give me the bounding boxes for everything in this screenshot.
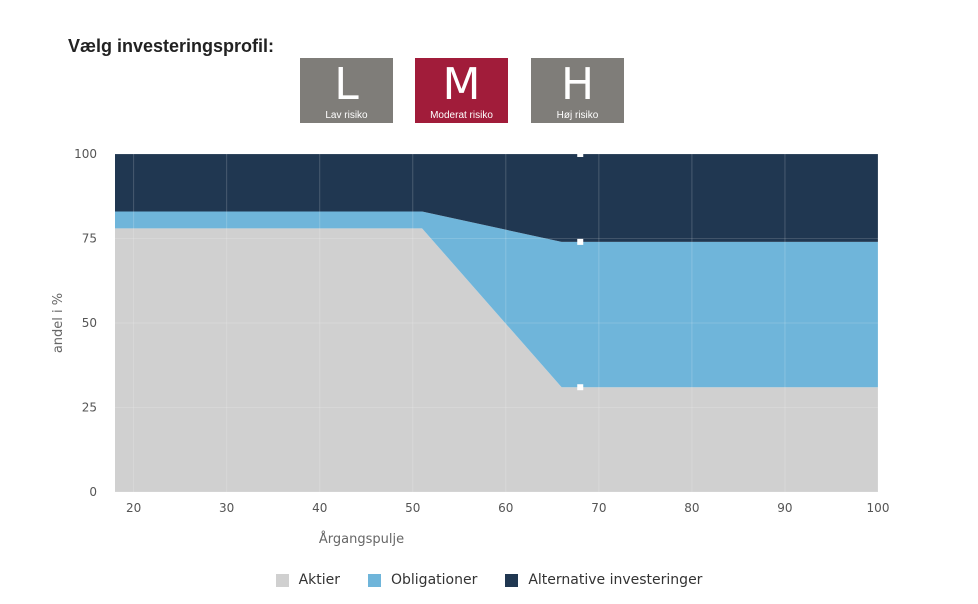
y-tick-label: 0: [89, 485, 97, 499]
profile-label: Moderat risiko: [430, 110, 493, 121]
x-tick-label: 40: [312, 501, 327, 515]
chart-legend: Aktier Obligationer Alternative invester…: [0, 572, 978, 588]
y-tick-label: 50: [82, 316, 97, 330]
legend-item-alternative[interactable]: Alternative investeringer: [505, 572, 702, 588]
legend-swatch: [368, 573, 381, 587]
area-series-2[interactable]: [115, 154, 878, 242]
legend-swatch: [505, 573, 519, 587]
profile-button-moderate[interactable]: M Moderat risiko: [415, 58, 508, 123]
profile-label: Lav risiko: [325, 110, 368, 121]
legend-item-obligationer[interactable]: Obligationer: [368, 572, 477, 588]
hover-marker-2: [577, 151, 584, 157]
hover-marker-0: [577, 384, 584, 391]
x-tick-label: 90: [777, 501, 792, 515]
profile-label: Høj risiko: [556, 110, 599, 121]
x-tick-label: 20: [126, 501, 141, 515]
x-tick-label: 30: [219, 501, 234, 515]
x-tick-label: 60: [498, 501, 513, 515]
profile-button-low[interactable]: L Lav risiko: [300, 58, 393, 123]
legend-item-aktier[interactable]: Aktier: [275, 572, 340, 588]
area-series-0[interactable]: [115, 228, 878, 493]
stacked-area-chart[interactable]: 0 25 50 75 100 20 30 40 50 60 70 80 90 100 Årgangspulj…: [0, 0, 978, 560]
legend-swatch: [275, 573, 289, 587]
profile-letter: H: [560, 59, 595, 110]
hover-marker-1: [577, 238, 584, 245]
legend-label: Obligationer: [391, 572, 478, 588]
legend-label: Aktier: [298, 572, 340, 588]
y-tick-label: 75: [82, 232, 97, 246]
y-tick-label: 100: [74, 147, 97, 161]
y-tick-label: 25: [82, 401, 97, 415]
legend-label: Alternative investeringer: [528, 572, 703, 588]
profile-title: Vælg investeringsprofil:: [68, 36, 275, 56]
x-tick-label: 80: [684, 501, 699, 515]
x-axis-title: Årgangspulje: [319, 531, 404, 547]
profile-letter: L: [334, 59, 359, 110]
x-tick-label: 100: [867, 501, 890, 515]
x-tick-label: 50: [405, 501, 420, 515]
profile-button-high[interactable]: H Høj risiko: [531, 58, 624, 123]
area-series-1[interactable]: [115, 211, 878, 388]
y-axis-title: andel i %: [51, 293, 66, 353]
profile-letter: M: [442, 59, 481, 110]
x-tick-label: 70: [591, 501, 606, 515]
